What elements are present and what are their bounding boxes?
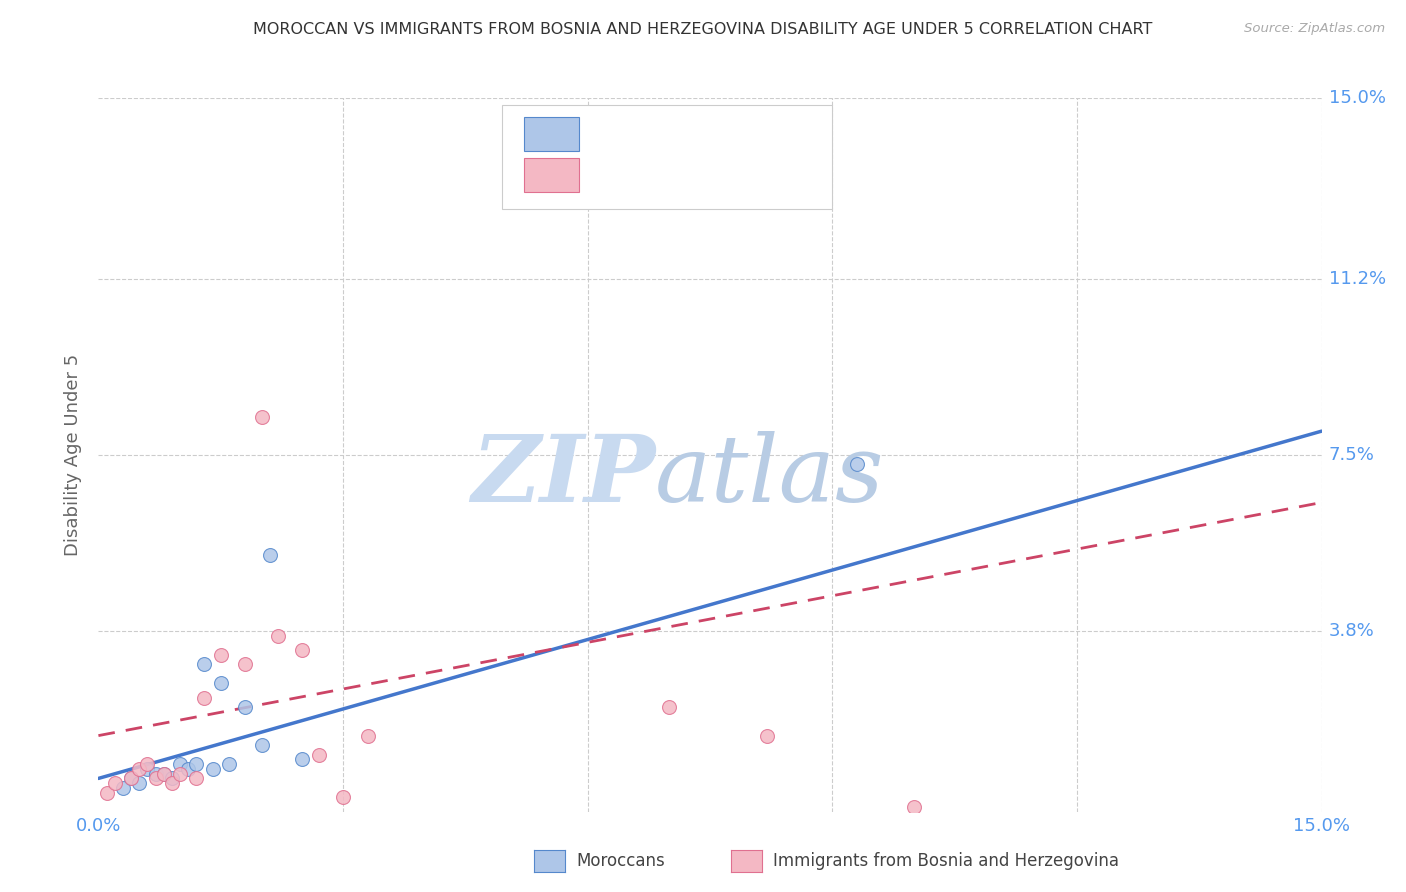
Point [233, 657, 256, 672]
Text: N =: N = [709, 125, 761, 143]
Point [218, 757, 240, 772]
Point [128, 776, 150, 790]
Point [209, 648, 232, 662]
Point [193, 657, 215, 672]
Point [233, 700, 256, 714]
Point [845, 458, 868, 472]
Point [201, 762, 224, 776]
Point [291, 752, 314, 766]
Point [177, 762, 200, 776]
Point [332, 790, 354, 805]
Text: 7.5%: 7.5% [1329, 446, 1375, 464]
Point [250, 409, 273, 424]
Point [96, 786, 118, 800]
Text: Moroccans: Moroccans [576, 852, 665, 870]
Point [250, 738, 273, 752]
Point [145, 766, 167, 780]
FancyBboxPatch shape [502, 105, 832, 209]
Point [186, 757, 208, 772]
Text: 0.527: 0.527 [648, 125, 704, 143]
Point [145, 772, 167, 786]
Point [160, 776, 183, 790]
Text: R =: R = [599, 125, 638, 143]
Y-axis label: Disability Age Under 5: Disability Age Under 5 [65, 354, 83, 556]
Point [152, 766, 174, 780]
Text: 11.2%: 11.2% [1329, 270, 1386, 288]
Point [120, 772, 142, 786]
Text: R =: R = [599, 166, 638, 184]
Point [259, 548, 281, 562]
Point [169, 766, 191, 780]
Text: Source: ZipAtlas.com: Source: ZipAtlas.com [1244, 22, 1385, 36]
FancyBboxPatch shape [524, 158, 579, 192]
Point [152, 766, 174, 780]
Point [111, 780, 134, 795]
Text: N =: N = [709, 166, 761, 184]
Text: MOROCCAN VS IMMIGRANTS FROM BOSNIA AND HERZEGOVINA DISABILITY AGE UNDER 5 CORREL: MOROCCAN VS IMMIGRANTS FROM BOSNIA AND H… [253, 22, 1153, 37]
Point [169, 757, 191, 772]
Text: 3.8%: 3.8% [1329, 622, 1375, 640]
Point [903, 800, 925, 814]
Text: Immigrants from Bosnia and Herzegovina: Immigrants from Bosnia and Herzegovina [773, 852, 1119, 870]
Text: atlas: atlas [655, 432, 884, 521]
Point [267, 629, 290, 643]
Text: 19: 19 [780, 125, 804, 143]
Point [128, 762, 150, 776]
Point [756, 729, 779, 743]
Text: 15.0%: 15.0% [1329, 89, 1386, 107]
Point [356, 729, 378, 743]
Point [186, 772, 208, 786]
Point [160, 772, 183, 786]
Point [658, 700, 681, 714]
Point [308, 747, 330, 762]
Text: ZIP: ZIP [471, 432, 655, 521]
Point [209, 676, 232, 690]
Point [104, 776, 127, 790]
FancyBboxPatch shape [524, 117, 579, 151]
Text: 0.204: 0.204 [648, 166, 704, 184]
Point [291, 643, 314, 657]
Point [136, 757, 159, 772]
Point [136, 762, 159, 776]
Point [193, 690, 215, 705]
Text: 22: 22 [780, 166, 804, 184]
Point [120, 772, 142, 786]
